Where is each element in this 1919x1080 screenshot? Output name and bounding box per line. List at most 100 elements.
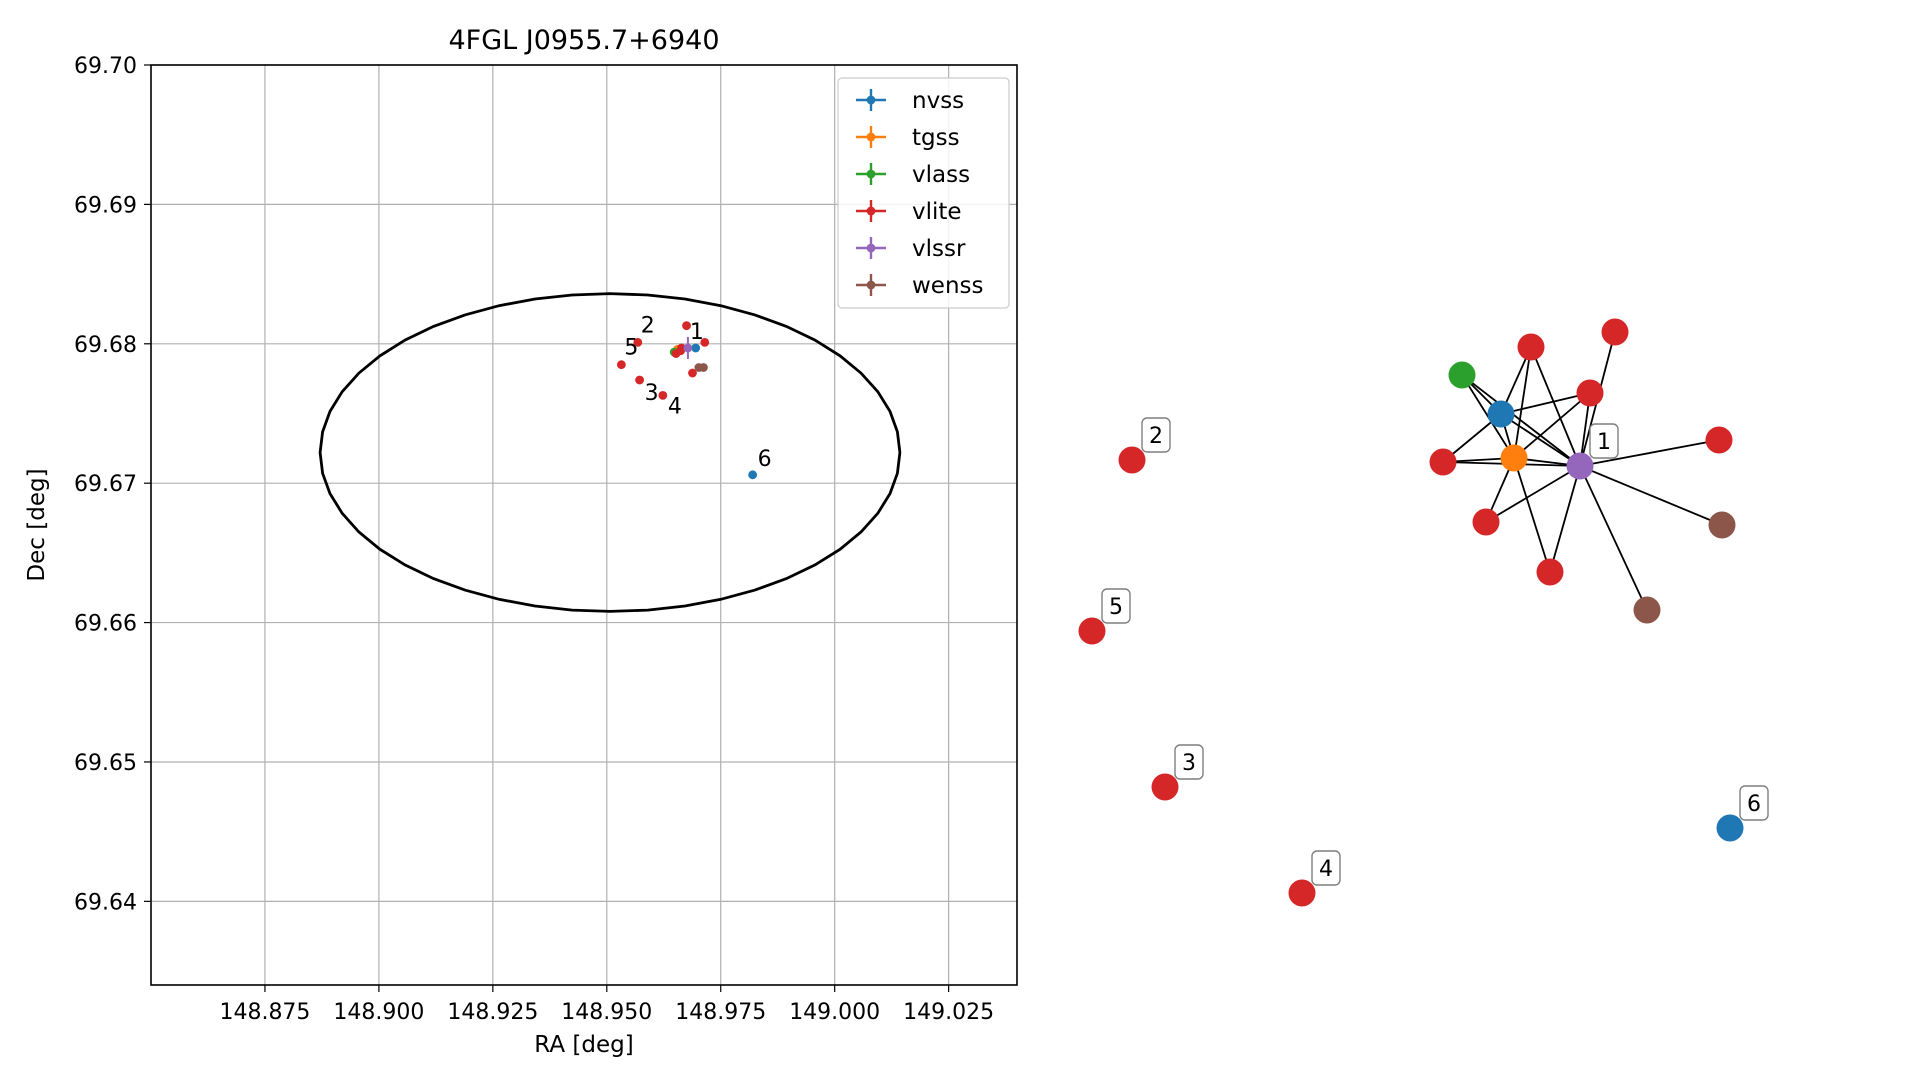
network-node-vlite [1705,426,1733,454]
node-layer [1078,318,1744,907]
node-label: 3 [1182,751,1196,776]
network-node-vlass [1448,361,1476,389]
vlssr-point [683,336,693,359]
vlite-point [616,360,626,370]
network-node-nvss [1716,814,1744,842]
node-label-layer: 1 2 5 3 4 6 [1101,417,1769,886]
legend-marker-dot [866,132,876,142]
node-label-box [1311,850,1341,886]
nvss-point [748,470,758,480]
vlite-point [676,346,686,356]
y-tick-label: 69.66 [74,612,137,637]
legend-box [837,77,1010,309]
x-tick-label: 149.000 [789,1000,880,1025]
source-number-label: 5 [624,336,638,361]
network-node-vlite [1601,318,1629,346]
network-node-vlite [1576,379,1604,407]
x-tick-label: 148.925 [447,1000,538,1025]
node-label: 5 [1109,595,1123,620]
network-edge [1549,465,1581,573]
network-edge [1579,439,1720,467]
node-label-box [1101,588,1131,624]
source-number-label: 3 [645,381,659,406]
network-edge [1579,465,1648,611]
node-label-box [1589,423,1619,459]
network-edge [1530,346,1581,467]
legend-items: nvss tgss vlass vlite vlssr wenss [856,88,984,299]
network-node-vlite [1472,508,1500,536]
legend-label: nvss [912,88,964,114]
legend-label: vlass [912,162,970,188]
legend-marker-dot [866,95,876,105]
source-number-label: 2 [641,313,655,338]
chart-title: 4FGL J0955.7+6940 [448,25,719,56]
y-tick-label: 69.70 [74,54,137,79]
vlite-point [688,368,697,378]
network-edge [1579,465,1723,526]
source-number-label: 1 [690,320,704,345]
network-node-nvss [1487,400,1515,428]
network-panel: 1 2 5 3 4 6 [1078,318,1769,907]
vlite-point [635,375,645,385]
axes-frame [150,64,1018,986]
uncertainty-ellipse [318,292,902,613]
vlite-point [633,337,643,347]
node-label: 4 [1319,857,1333,882]
legend-item-nvss: nvss [856,88,964,114]
legend: nvss tgss vlass vlite vlssr wenss [837,77,1010,309]
legend-label: wenss [912,273,984,299]
annotation-layer: 1 2 34 5 6 [624,313,771,471]
y-tick-label: 69.64 [74,890,137,915]
x-axis-label: RA [deg] [534,1032,633,1058]
x-tick-label: 148.950 [561,1000,652,1025]
node-label: 1 [1597,430,1611,455]
y-tick-label: 69.69 [74,193,137,218]
network-node-vlite [1536,558,1564,586]
y-tick-label: 69.65 [74,751,137,776]
network-node-wenss [1633,596,1661,624]
x-tick-label: 148.875 [219,1000,310,1025]
legend-label: vlssr [912,236,966,262]
points-layer [616,321,758,480]
network-node-vlite [1517,333,1545,361]
legend-marker-dot [866,169,876,179]
legend-marker-dot [866,206,876,216]
network-node-wenss [1708,511,1736,539]
legend-marker-dot [866,280,876,290]
scatter-panel: 1 2 34 5 6 148.875 148.900 148.925 148.950 148.9… [24,25,1018,1058]
legend-label: tgss [912,125,960,151]
x-tick-label: 148.975 [675,1000,766,1025]
legend-item-wenss: wenss [856,273,984,299]
node-label: 2 [1149,424,1163,449]
network-node-vlssr [1566,452,1594,480]
vlite-point [700,337,710,347]
network-node-vlite [1078,617,1106,645]
legend-label: vlite [912,199,962,225]
x-tick-label: 148.900 [333,1000,424,1025]
x-tick-layer: 148.875 148.900 148.925 148.950 148.975 149.0… [219,985,994,1025]
legend-item-vlssr: vlssr [856,236,966,262]
y-tick-label: 69.67 [74,472,137,497]
network-node-vlite [1288,879,1316,907]
legend-item-tgss: tgss [856,125,960,151]
node-label-box [1174,744,1204,780]
node-label: 6 [1747,792,1761,817]
vlite-point [658,390,668,400]
legend-marker-dot [866,243,876,253]
x-tick-label: 149.025 [903,1000,994,1025]
nvss-point [691,343,701,353]
network-node-vlite [1151,773,1179,801]
legend-item-vlite: vlite [856,199,962,225]
network-edge [1513,457,1551,573]
y-axis-label: Dec [deg] [24,468,50,581]
wenss-point [694,363,704,372]
node-label-box [1739,785,1769,821]
vlite-point [682,321,691,331]
network-edge [1500,413,1581,467]
network-edge [1513,392,1591,459]
node-label-box [1141,417,1171,453]
network-edge [1485,465,1581,523]
legend-item-vlass: vlass [856,162,970,188]
y-tick-layer: 69.64 69.65 69.66 69.67 69.68 69.69 69.70 [74,54,151,915]
